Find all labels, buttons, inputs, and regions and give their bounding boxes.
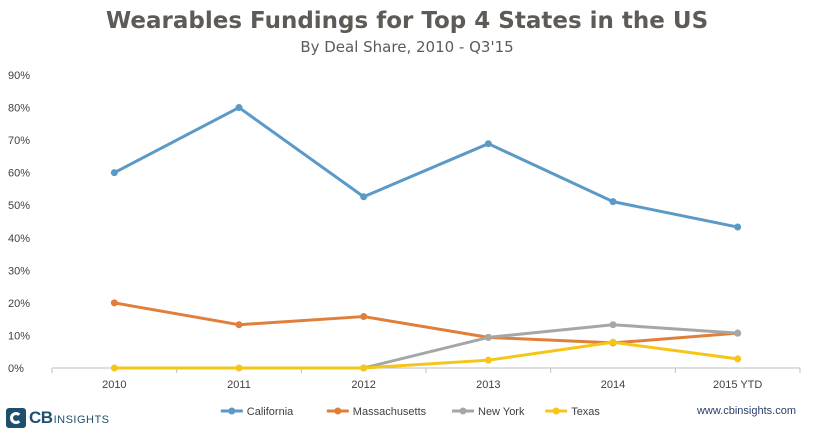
data-point: [235, 364, 243, 372]
series-line: [112, 340, 740, 370]
legend-label: Massachusetts: [353, 406, 427, 418]
y-tick-label: 40%: [8, 233, 30, 245]
series-line: [112, 106, 740, 229]
y-tick-label: 30%: [8, 265, 30, 277]
data-point: [609, 321, 617, 329]
y-tick-label: 50%: [8, 200, 30, 212]
data-point: [235, 321, 243, 329]
data-point: [484, 140, 492, 148]
data-point: [734, 329, 742, 337]
x-tick-label: 2010: [102, 379, 126, 391]
data-point: [734, 355, 742, 363]
legend-item: New York: [452, 406, 525, 418]
y-tick-label: 20%: [8, 298, 30, 310]
data-point: [235, 104, 243, 112]
x-tick-label: 2014: [601, 379, 625, 391]
logo-suffix: INSIGHTS: [53, 414, 110, 426]
chart-title: Wearables Fundings for Top 4 States in t…: [105, 8, 709, 34]
legend-swatch-marker: [459, 407, 467, 415]
x-tick-label: 2013: [476, 379, 500, 391]
logo-text: CB: [29, 408, 53, 427]
y-tick-label: 80%: [8, 103, 30, 115]
x-tick-label: 2011: [227, 379, 251, 391]
y-tick-label: 10%: [8, 330, 30, 342]
x-tick-label: 2012: [351, 379, 375, 391]
series-massachusetts: [110, 299, 742, 347]
legend-item: Massachusetts: [326, 406, 427, 418]
legend: California Massachusetts New York Texas: [220, 406, 600, 418]
cb-logo-icon: [6, 408, 26, 428]
legend-label: New York: [478, 406, 525, 418]
legend-swatch-marker: [552, 407, 560, 415]
x-axis: 2010 2011 2012 2013 2014 2015 YTD: [51, 367, 801, 391]
series-california: [110, 104, 742, 231]
series-texas: [110, 338, 742, 372]
y-tick-label: 70%: [8, 135, 30, 147]
website-link[interactable]: www.cbinsights.com: [696, 405, 796, 417]
data-point: [734, 223, 742, 231]
data-point: [609, 338, 617, 346]
data-point: [484, 333, 492, 341]
data-point: [360, 193, 368, 201]
data-point: [110, 299, 118, 307]
series-line: [112, 301, 740, 345]
data-point: [110, 364, 118, 372]
y-axis: 0% 10% 20% 30% 40% 50% 60% 70% 80% 90%: [8, 70, 30, 375]
y-tick-label: 60%: [8, 168, 30, 180]
chart-subtitle: By Deal Share, 2010 - Q3'15: [300, 38, 514, 56]
y-tick-label: 90%: [8, 70, 30, 82]
legend-item: California: [220, 406, 294, 418]
legend-swatch-marker: [228, 407, 236, 415]
legend-label: Texas: [571, 406, 600, 418]
x-tick-label: 2015 YTD: [713, 379, 762, 391]
legend-label: California: [247, 406, 294, 418]
data-point: [609, 198, 617, 206]
y-tick-label: 0%: [8, 363, 24, 375]
data-point: [110, 169, 118, 177]
data-point: [484, 356, 492, 364]
cb-insights-logo: CB INSIGHTS: [6, 408, 110, 428]
legend-swatch-marker: [334, 407, 342, 415]
legend-item: Texas: [545, 406, 600, 418]
data-point: [360, 313, 368, 321]
data-point: [360, 364, 368, 372]
series-line: [362, 323, 740, 370]
series-layer: [110, 104, 742, 372]
